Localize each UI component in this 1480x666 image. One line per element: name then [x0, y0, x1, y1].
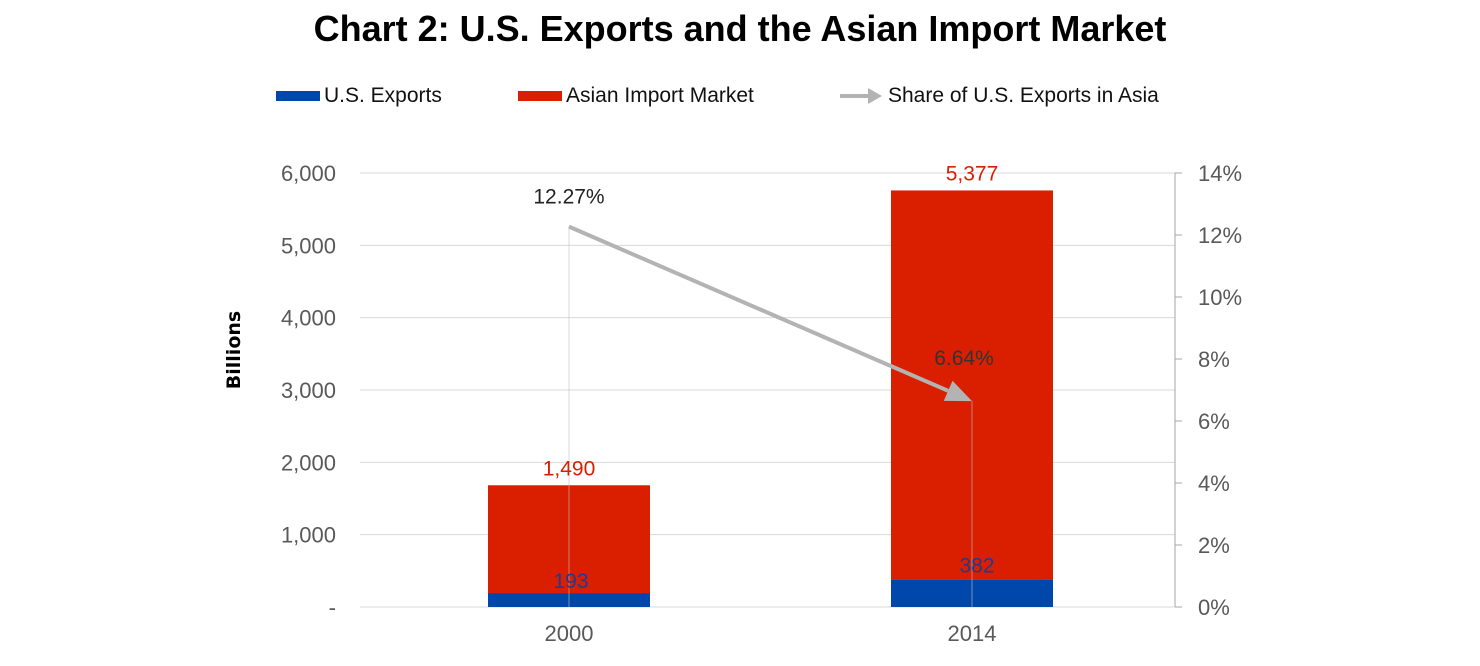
data-label-share: 12.27% — [533, 186, 604, 209]
share-line — [568, 224, 949, 393]
legend-label: Asian Import Market — [566, 84, 754, 107]
data-label-share: 6.64% — [934, 347, 994, 370]
legend-item-us-exports: U.S. Exports — [276, 84, 442, 108]
y2-tick-label: 4% — [1198, 471, 1230, 496]
legend-label: U.S. Exports — [324, 84, 442, 107]
y-tick-label: 6,000 — [281, 161, 336, 186]
arrow-icon — [840, 88, 882, 104]
data-label-asian-import: 1,490 — [543, 457, 596, 480]
y2-tick-label: 6% — [1198, 409, 1230, 434]
legend-item-share: Share of U.S. Exports in Asia — [838, 84, 1159, 108]
data-label-asian-import: 5,377 — [946, 162, 999, 185]
legend-swatch — [276, 91, 320, 101]
y-tick-label: - — [329, 595, 336, 620]
legend-label: Share of U.S. Exports in Asia — [888, 84, 1159, 107]
legend-swatch — [518, 91, 562, 101]
y-tick-label: 4,000 — [281, 306, 336, 331]
y-tick-label: 1,000 — [281, 523, 336, 548]
share-arrowhead — [943, 380, 972, 402]
data-label-us-exports: 382 — [959, 554, 994, 577]
y-tick-label: 3,000 — [281, 378, 336, 403]
chart-title: Chart 2: U.S. Exports and the Asian Impo… — [313, 8, 1167, 49]
y2-tick-label: 2% — [1198, 533, 1230, 558]
x-tick-label: 2000 — [545, 621, 594, 646]
y2-tick-label: 10% — [1198, 285, 1242, 310]
y2-tick-label: 12% — [1198, 223, 1242, 248]
y2-tick-label: 0% — [1198, 595, 1230, 620]
y2-tick-label: 8% — [1198, 347, 1230, 372]
y-tick-label: 2,000 — [281, 450, 336, 475]
y-tick-label: 5,000 — [281, 233, 336, 258]
data-label-us-exports: 193 — [553, 570, 588, 593]
y-axis-label: Billions — [223, 311, 245, 389]
x-tick-label: 2014 — [948, 621, 997, 646]
y2-tick-label: 14% — [1198, 161, 1242, 186]
legend-item-asian-import: Asian Import Market — [518, 84, 754, 108]
